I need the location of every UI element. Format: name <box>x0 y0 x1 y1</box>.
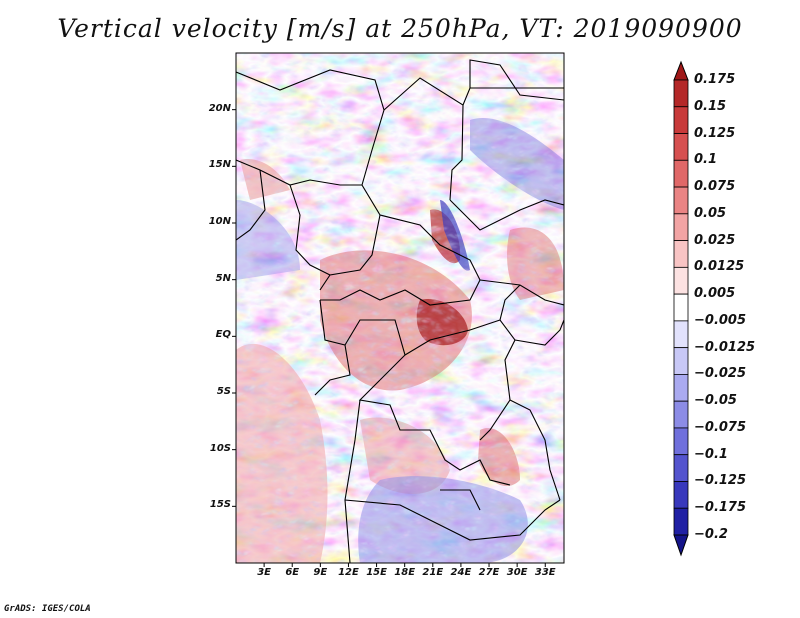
colorbar-swatch <box>673 427 689 456</box>
lat-tick-label: 15S <box>209 499 231 511</box>
lon-tick-label: 24E <box>450 567 472 578</box>
lon-tick-label: 27E <box>478 567 500 578</box>
colorbar-swatch <box>673 186 689 215</box>
colorbar-label: −0.005 <box>694 312 747 328</box>
colorbar-label: −0.125 <box>694 473 747 489</box>
lat-tick-label: EQ <box>215 329 231 341</box>
grads-credit: GrADS: IGES/COLA <box>4 604 91 614</box>
lat-tick-label: 15N <box>208 159 231 171</box>
lon-tick-label: 3E <box>257 567 271 578</box>
colorbar-label: 0.175 <box>694 72 736 87</box>
lat-tick-label: 20N <box>208 102 231 114</box>
lat-tick-label: 5N <box>215 272 231 284</box>
colorbar-swatch <box>673 347 689 375</box>
colorbar-label: 0.15 <box>694 98 727 114</box>
colorbar-label: 0.005 <box>694 286 736 302</box>
lon-tick-label: 6E <box>285 567 300 578</box>
colorbar-label: −0.1 <box>694 446 728 462</box>
colorbar-swatch <box>673 266 689 295</box>
velocity-field <box>236 53 564 563</box>
colorbar-label: 0.0125 <box>694 259 745 275</box>
colorbar-label: 0.05 <box>694 205 727 221</box>
colorbar-label: −0.0125 <box>694 339 756 355</box>
colorbar-label: −0.175 <box>694 500 747 516</box>
colorbar-swatch <box>673 374 689 402</box>
lon-tick-label: 33E <box>534 567 556 578</box>
colorbar-max-arrow <box>673 60 689 81</box>
lon-tick-label: 12E <box>338 567 359 578</box>
colorbar-min-arrow <box>673 534 689 557</box>
country-borders <box>236 59 564 563</box>
colorbar-swatch <box>673 79 689 108</box>
colorbar-label: 0.125 <box>694 125 736 141</box>
colorbar-swatch <box>673 240 689 268</box>
chart-title: Vertical velocity [m/s] at 250hPa, VT: 2… <box>57 14 743 43</box>
lat-tick-label: 10N <box>208 216 231 227</box>
colorbar-label: −0.2 <box>694 527 728 542</box>
colorbar-label: 0.1 <box>694 152 718 168</box>
colorbar-label: −0.05 <box>694 393 737 409</box>
lon-tick-label: 9E <box>313 567 328 578</box>
lon-tick-label: 30E <box>506 567 528 578</box>
colorbar-swatch <box>673 400 689 429</box>
lat-tick-label: 5S <box>216 386 231 397</box>
lon-tick-label: 18E <box>394 567 416 578</box>
colorbar-swatch <box>673 507 689 536</box>
colorbar-swatch <box>673 106 689 134</box>
colorbar-swatch <box>673 454 689 482</box>
lat-tick-label: 10S <box>209 442 231 454</box>
colorbar-swatch <box>673 320 689 349</box>
colorbar-label: −0.075 <box>694 419 747 435</box>
lon-tick-label: 21E <box>422 567 444 578</box>
colorbar-swatch <box>673 481 689 509</box>
colorbar-swatch <box>673 213 689 241</box>
axis-ticks <box>232 109 546 567</box>
map-frame <box>235 52 565 564</box>
colorbar-swatch <box>673 293 689 322</box>
colorbar-label: 0.025 <box>694 232 736 248</box>
colorbar-label: 0.075 <box>694 179 736 195</box>
colorbar-swatch <box>673 159 689 188</box>
colorbar <box>673 60 689 557</box>
colorbar-label: −0.025 <box>694 366 747 382</box>
colorbar-swatch <box>673 133 689 161</box>
lon-tick-label: 15E <box>366 567 387 578</box>
